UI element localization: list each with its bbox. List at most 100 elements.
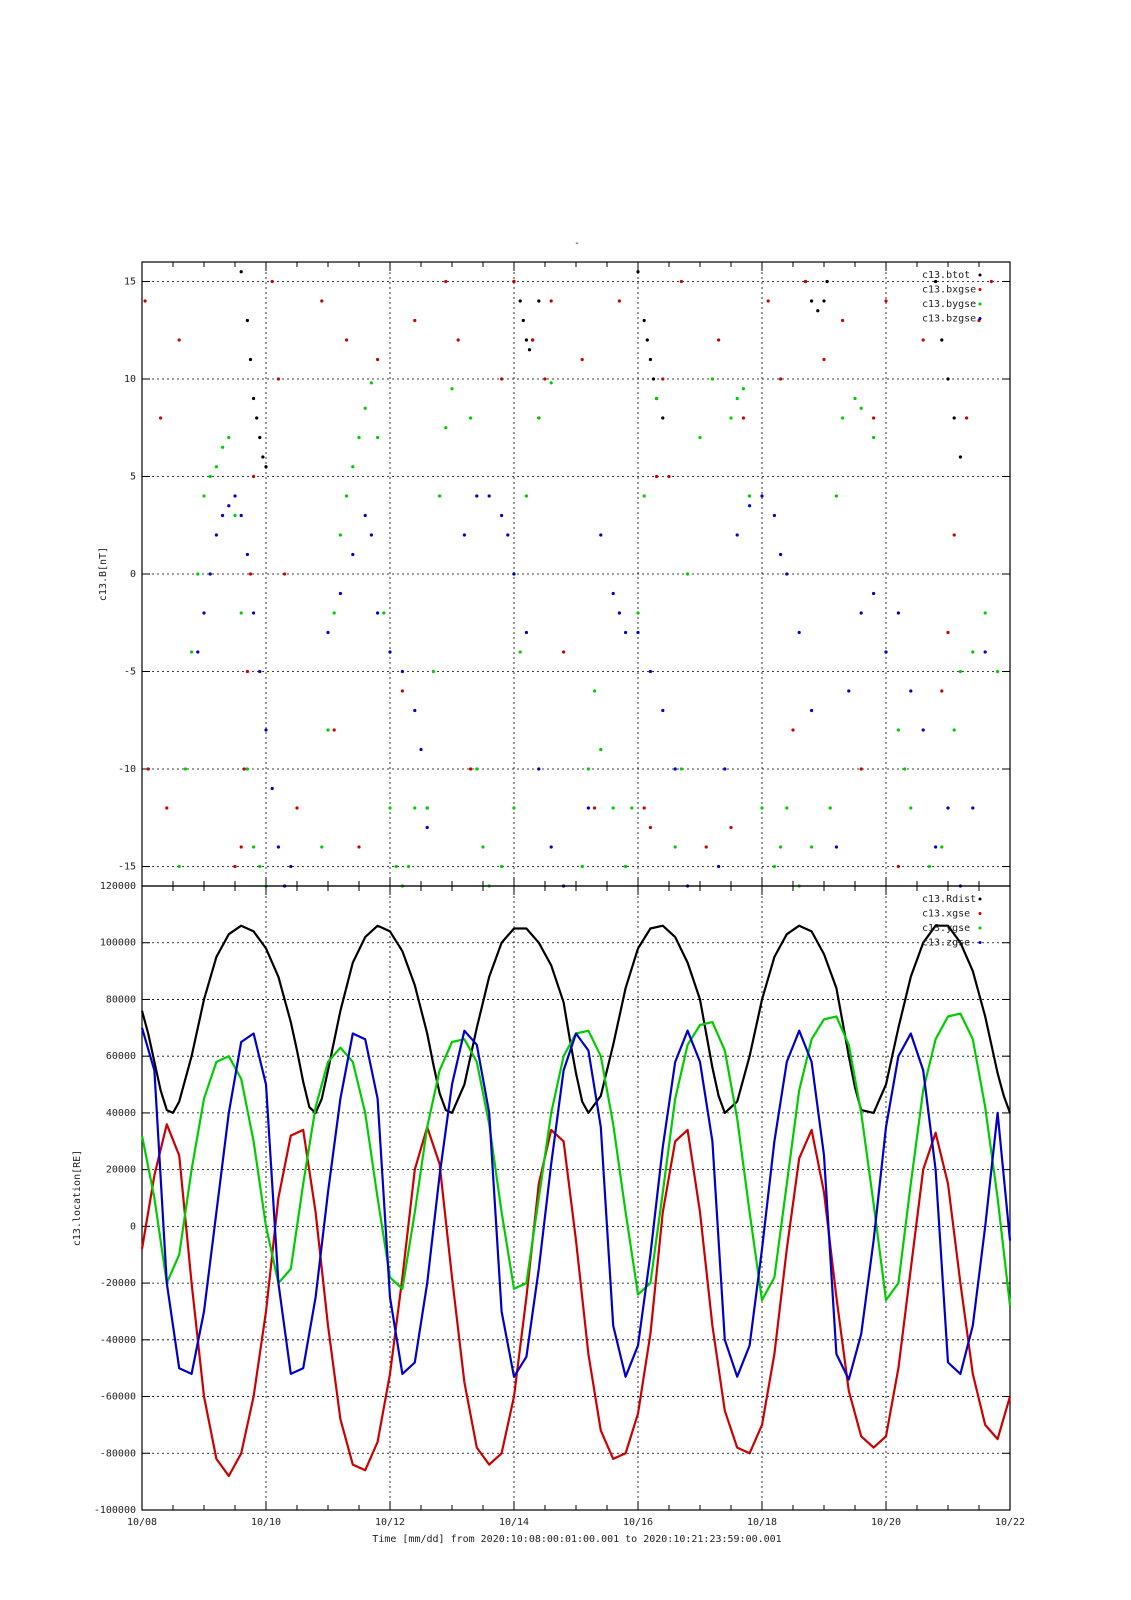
data-point-c13.bxgse: [729, 825, 733, 830]
data-point-c13.bygse: [735, 396, 739, 401]
data-point-c13.bxgse: [549, 299, 553, 303]
y-axis-title: c13.location[RE]: [72, 1150, 83, 1246]
data-point-c13.bzgse: [425, 825, 429, 830]
data-point-c13.bygse: [549, 381, 553, 385]
legend-marker: [978, 912, 982, 915]
legend-marker: [978, 317, 982, 320]
data-point-c13.bygse: [927, 864, 932, 869]
data-point-c13.bzgse: [834, 845, 839, 849]
data-point-c13.bxgse: [444, 279, 448, 284]
data-point-c13.bxgse: [165, 806, 169, 810]
data-point-c13.bygse: [177, 864, 181, 869]
data-point-c13.bxgse: [655, 474, 659, 479]
data-point-c13.bygse: [407, 864, 411, 869]
y-tick-label: -40000: [100, 1335, 136, 1346]
data-point-c13.bygse: [903, 767, 907, 771]
data-point-c13.bygse: [636, 611, 640, 615]
data-point-c13.bzgse: [487, 494, 491, 498]
data-point-c13.bxgse: [500, 377, 504, 381]
data-point-c13.bxgse: [320, 299, 324, 303]
data-point-c13.btot: [958, 455, 963, 459]
data-point-c13.bzgse: [779, 552, 783, 557]
data-point-c13.bzgse: [419, 747, 423, 752]
data-point-c13.btot: [946, 377, 950, 381]
y-axis-title: c13.B[nT]: [98, 547, 109, 601]
data-point-c13.bzgse: [772, 513, 777, 518]
data-point-c13.bygse: [611, 806, 615, 810]
x-tick-label: 10/16: [623, 1517, 653, 1528]
legend-marker: [978, 926, 982, 930]
data-point-c13.bygse: [208, 474, 212, 479]
y-tick-label: 100000: [100, 938, 136, 949]
data-point-c13.bygse: [190, 650, 194, 654]
data-point-c13.bxgse: [872, 416, 876, 420]
data-point-c13.btot: [524, 338, 529, 342]
data-point-c13.bygse: [958, 669, 963, 674]
data-point-c13.bygse: [413, 806, 417, 810]
legend-entry-label: c13.bxgse: [922, 285, 976, 296]
data-point-c13.bzgse: [717, 864, 721, 869]
series-line-c13.xgse: [140, 1123, 1012, 1478]
data-point-c13.bygse: [438, 494, 442, 498]
data-point-c13.bygse: [940, 845, 944, 849]
data-point-c13.bxgse: [469, 767, 473, 771]
data-point-c13.bzgse: [376, 611, 380, 615]
data-point-c13.btot: [537, 299, 541, 303]
data-point-c13.bxgse: [921, 338, 925, 342]
y-tick-label: -15: [118, 862, 136, 873]
data-point-c13.bzgse: [245, 552, 249, 557]
data-point-c13.bzgse: [264, 728, 268, 732]
data-point-c13.bxgse: [345, 338, 349, 342]
data-point-c13.bygse: [469, 416, 473, 420]
data-point-c13.bxgse: [617, 299, 622, 303]
data-point-c13.bygse: [183, 767, 187, 771]
data-point-c13.bygse: [748, 494, 752, 498]
data-point-c13.btot: [645, 338, 649, 342]
data-point-c13.bygse: [779, 845, 783, 849]
data-point-c13.bzgse: [233, 494, 237, 498]
data-point-c13.bygse: [320, 845, 324, 849]
data-point-c13.bxgse: [456, 338, 460, 342]
data-point-c13.bzgse: [214, 533, 218, 537]
data-point-c13.bzgse: [537, 767, 541, 771]
y-tick-label: -60000: [100, 1392, 136, 1403]
data-point-c13.bygse: [853, 396, 857, 401]
data-point-c13.bygse: [252, 845, 256, 849]
data-point-c13.bzgse: [549, 845, 553, 849]
data-point-c13.bygse: [760, 806, 764, 810]
y-tick-label: 10: [124, 374, 136, 385]
data-point-c13.bygse: [580, 864, 584, 869]
data-point-c13.bzgse: [506, 533, 510, 537]
data-point-c13.bygse: [673, 845, 677, 849]
data-point-c13.bygse: [431, 669, 435, 674]
data-point-c13.bzgse: [289, 864, 293, 869]
data-point-c13.bxgse: [143, 299, 147, 303]
data-point-c13.bzgse: [847, 689, 851, 693]
data-point-c13.bxgse: [766, 299, 770, 303]
data-point-c13.bzgse: [413, 708, 417, 713]
data-point-c13.bygse: [630, 806, 634, 810]
data-point-c13.bzgse: [896, 611, 901, 615]
data-point-c13.bzgse: [524, 630, 529, 635]
data-point-c13.bzgse: [723, 767, 727, 771]
data-point-c13.bygse: [363, 406, 367, 410]
data-point-c13.bygse: [388, 806, 392, 810]
data-point-c13.bygse: [828, 806, 832, 810]
data-point-c13.btot: [261, 455, 265, 459]
data-point-c13.bygse: [357, 435, 361, 440]
data-point-c13.bzgse: [196, 650, 200, 654]
data-point-c13.bygse: [772, 864, 777, 869]
data-point-c13.bzgse: [586, 806, 591, 810]
data-point-c13.bxgse: [667, 474, 671, 479]
data-point-c13.bxgse: [146, 767, 150, 771]
data-point-c13.bzgse: [512, 572, 516, 576]
data-point-c13.bygse: [655, 396, 659, 401]
data-point-c13.bzgse: [208, 572, 212, 576]
data-point-c13.bygse: [729, 416, 733, 420]
legend-marker: [978, 302, 982, 306]
x-axis-title: Time [mm/dd] from 2020:10:08:00:01:00.00…: [372, 1534, 781, 1545]
data-point-c13.bygse: [369, 381, 373, 385]
data-point-c13.btot: [822, 299, 826, 303]
data-point-c13.bygse: [233, 513, 237, 518]
data-point-c13.bygse: [710, 377, 715, 381]
